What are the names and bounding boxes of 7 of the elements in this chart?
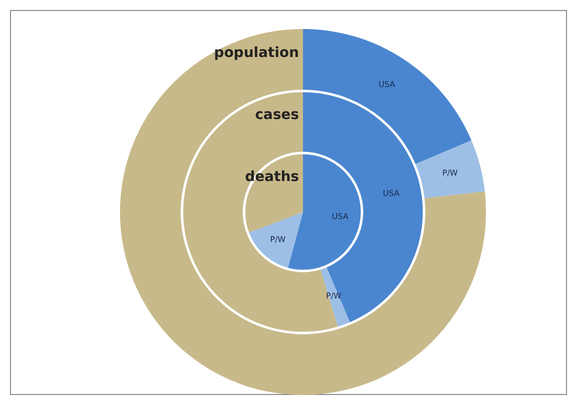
- slice-label: USA: [378, 80, 396, 90]
- slice-label: cases: [255, 107, 299, 123]
- category-label: USA: [382, 189, 400, 198]
- category-label: USA: [332, 212, 348, 221]
- category-label: P/W: [270, 234, 286, 244]
- slice-label: P/W: [442, 168, 458, 178]
- slice-label: population: [214, 45, 299, 61]
